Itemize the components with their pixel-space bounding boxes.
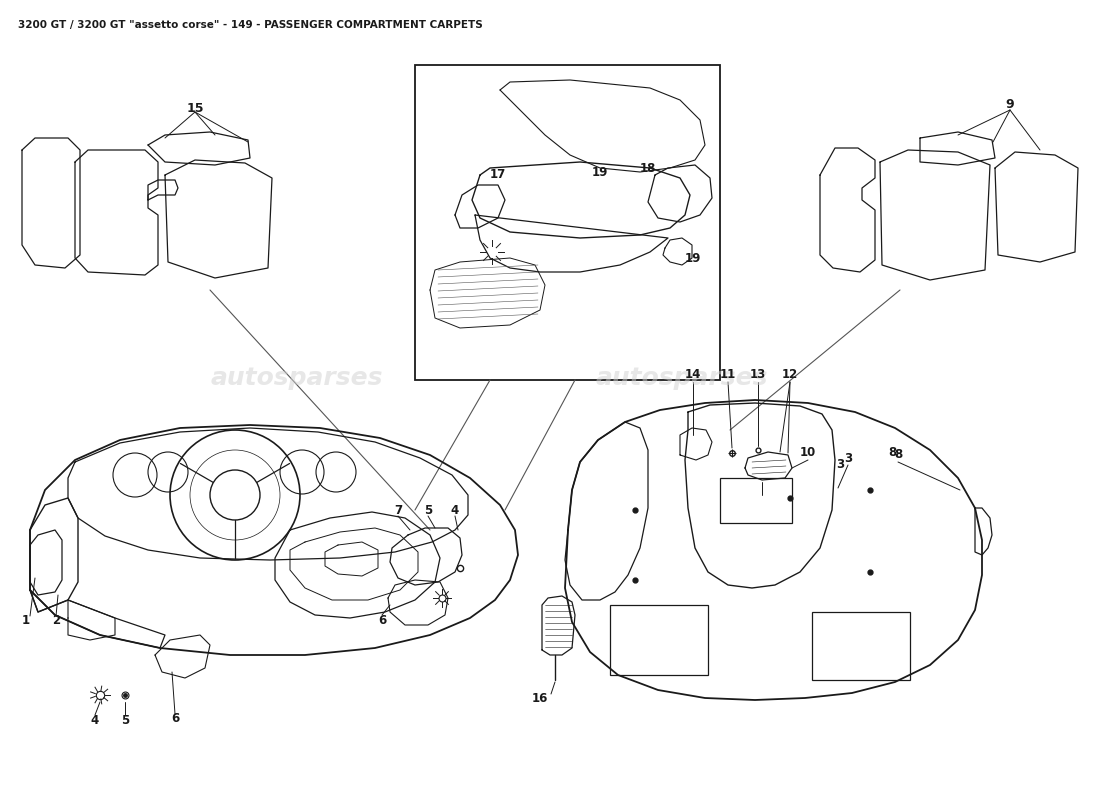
Text: 3200 GT / 3200 GT "assetto corse" - 149 - PASSENGER COMPARTMENT CARPETS: 3200 GT / 3200 GT "assetto corse" - 149 … — [18, 20, 483, 30]
Text: 19: 19 — [592, 166, 608, 178]
Text: 12: 12 — [782, 369, 799, 382]
Text: 4: 4 — [451, 503, 459, 517]
Bar — [415, 65, 720, 380]
Text: 5: 5 — [121, 714, 129, 726]
Text: 5: 5 — [424, 503, 432, 517]
Text: 18: 18 — [640, 162, 657, 174]
Circle shape — [675, 247, 685, 257]
Text: 6: 6 — [170, 711, 179, 725]
Text: 3: 3 — [844, 451, 852, 465]
Text: autosparses: autosparses — [211, 366, 383, 390]
Text: 8: 8 — [894, 449, 902, 462]
Text: 6: 6 — [378, 614, 386, 626]
Text: 14: 14 — [685, 369, 701, 382]
Text: 17: 17 — [490, 169, 506, 182]
Text: 16: 16 — [531, 691, 548, 705]
Text: 3: 3 — [836, 458, 844, 471]
Text: 9: 9 — [1005, 98, 1014, 111]
Text: 4: 4 — [91, 714, 99, 726]
Text: autosparses: autosparses — [596, 366, 768, 390]
Text: 13: 13 — [750, 369, 766, 382]
Text: 2: 2 — [52, 614, 60, 626]
Text: 8: 8 — [888, 446, 896, 458]
Text: 1: 1 — [22, 614, 30, 626]
Bar — [610, 605, 708, 675]
Text: 19: 19 — [685, 251, 701, 265]
Text: 11: 11 — [719, 369, 736, 382]
Text: 10: 10 — [800, 446, 816, 459]
Text: 7: 7 — [394, 503, 403, 517]
Text: 15: 15 — [186, 102, 204, 114]
Bar — [720, 478, 792, 523]
Bar — [812, 612, 910, 680]
